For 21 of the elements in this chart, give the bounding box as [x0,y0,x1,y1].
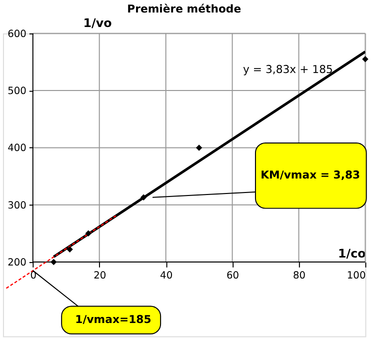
y-tick-label: 500 [8,86,26,98]
x-tick-label: 40 [160,270,173,282]
x-tick-label: 100 [346,270,366,282]
point [50,258,57,266]
annotation: 1/vmax=185 [75,313,152,326]
y-tick-label: 200 [8,257,26,268]
chart-title: Première méthode [127,2,242,16]
x-tick-label: 60 [226,270,240,282]
y-tick-label: 300 [8,200,26,212]
point [140,194,147,201]
x-axis-title: 1/co [338,246,366,261]
point [196,144,202,151]
x-tick-label: 20 [94,270,106,282]
point [362,56,368,62]
x-tick-label: 80 [292,270,306,282]
y-tick-label: 400 [8,143,26,154]
point [66,246,73,253]
y-axis-title: 1/vo [83,16,112,30]
annotation: y = 3,83x + 185 [243,62,333,76]
point [85,230,92,237]
y-tick-label: 600 [8,28,26,40]
